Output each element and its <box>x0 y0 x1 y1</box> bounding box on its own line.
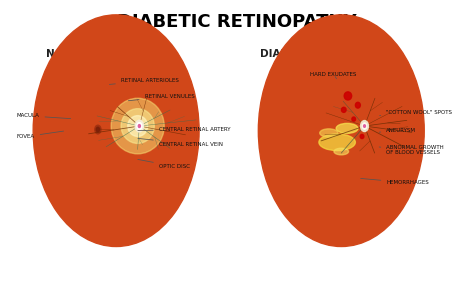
Ellipse shape <box>110 123 122 138</box>
Ellipse shape <box>316 96 366 165</box>
Ellipse shape <box>336 123 358 133</box>
Ellipse shape <box>302 77 380 185</box>
Ellipse shape <box>105 115 127 146</box>
Ellipse shape <box>294 65 388 196</box>
Ellipse shape <box>292 61 391 200</box>
Ellipse shape <box>53 42 180 219</box>
Text: HEMORRHAGES: HEMORRHAGES <box>361 178 429 185</box>
Ellipse shape <box>135 120 144 132</box>
Ellipse shape <box>55 46 177 216</box>
Ellipse shape <box>356 102 360 108</box>
Ellipse shape <box>319 129 338 137</box>
Ellipse shape <box>75 73 157 189</box>
Text: OPTIC DISC: OPTIC DISC <box>138 159 190 169</box>
Ellipse shape <box>328 111 355 150</box>
Ellipse shape <box>138 125 140 127</box>
Ellipse shape <box>44 30 188 231</box>
Ellipse shape <box>300 73 383 189</box>
Ellipse shape <box>100 108 133 154</box>
Ellipse shape <box>91 96 141 165</box>
Ellipse shape <box>69 65 163 196</box>
Ellipse shape <box>272 34 410 227</box>
Ellipse shape <box>286 53 397 208</box>
Ellipse shape <box>64 57 169 204</box>
Ellipse shape <box>319 100 364 162</box>
Ellipse shape <box>311 88 372 173</box>
Ellipse shape <box>94 100 138 162</box>
Ellipse shape <box>108 119 124 142</box>
Text: HARD EXUDATES: HARD EXUDATES <box>310 72 357 79</box>
Ellipse shape <box>83 84 149 177</box>
Ellipse shape <box>97 104 136 158</box>
Ellipse shape <box>89 92 144 169</box>
Ellipse shape <box>319 134 356 151</box>
Text: MACULA: MACULA <box>17 113 71 119</box>
Ellipse shape <box>360 134 364 139</box>
Ellipse shape <box>364 125 365 127</box>
Text: ANEURYSM: ANEURYSM <box>379 128 416 133</box>
Ellipse shape <box>39 23 193 239</box>
Ellipse shape <box>61 53 172 208</box>
Text: CENTRAL RETINAL VEIN: CENTRAL RETINAL VEIN <box>138 138 223 146</box>
Ellipse shape <box>77 77 155 185</box>
Ellipse shape <box>128 116 148 137</box>
Ellipse shape <box>344 92 352 100</box>
Ellipse shape <box>336 123 347 138</box>
Ellipse shape <box>330 115 352 146</box>
Ellipse shape <box>325 108 358 154</box>
Ellipse shape <box>341 107 346 112</box>
Ellipse shape <box>47 34 185 227</box>
Ellipse shape <box>137 123 142 129</box>
Ellipse shape <box>80 80 152 181</box>
Ellipse shape <box>305 80 377 181</box>
Text: CENTRAL RETINAL ARTERY: CENTRAL RETINAL ARTERY <box>138 127 230 132</box>
Ellipse shape <box>111 98 164 154</box>
Ellipse shape <box>58 50 174 212</box>
Ellipse shape <box>264 23 419 239</box>
Ellipse shape <box>50 38 182 223</box>
Ellipse shape <box>289 57 394 204</box>
Ellipse shape <box>113 127 119 135</box>
Ellipse shape <box>361 121 368 132</box>
Text: DIABETIC RETINOPATHY: DIABETIC RETINOPATHY <box>117 13 357 31</box>
Ellipse shape <box>352 117 356 121</box>
Ellipse shape <box>333 119 349 142</box>
Ellipse shape <box>283 50 399 212</box>
Text: DIABETIC RETINOPATHY: DIABETIC RETINOPATHY <box>260 49 399 59</box>
Ellipse shape <box>297 69 385 192</box>
Ellipse shape <box>41 26 191 235</box>
Ellipse shape <box>96 127 100 132</box>
Ellipse shape <box>102 111 130 150</box>
Ellipse shape <box>36 19 196 243</box>
Text: "COTTON WOOL" SPOTS: "COTTON WOOL" SPOTS <box>380 110 452 116</box>
Ellipse shape <box>86 88 146 173</box>
Text: RETINAL VENULES: RETINAL VENULES <box>128 94 194 101</box>
Ellipse shape <box>322 104 361 158</box>
Text: NORMAL RETINA: NORMAL RETINA <box>46 49 143 59</box>
Ellipse shape <box>281 46 402 216</box>
Text: RETINAL ARTERIOLES: RETINAL ARTERIOLES <box>109 78 179 84</box>
Ellipse shape <box>269 30 413 231</box>
Ellipse shape <box>95 125 101 134</box>
Ellipse shape <box>275 38 408 223</box>
Ellipse shape <box>338 127 344 135</box>
Ellipse shape <box>266 26 416 235</box>
Ellipse shape <box>258 15 424 247</box>
Text: FOVEA: FOVEA <box>17 131 64 139</box>
Ellipse shape <box>33 15 199 247</box>
Ellipse shape <box>66 61 166 200</box>
Ellipse shape <box>72 69 160 192</box>
Ellipse shape <box>121 109 155 143</box>
Ellipse shape <box>334 148 348 155</box>
Ellipse shape <box>308 84 374 177</box>
Ellipse shape <box>362 123 367 129</box>
Ellipse shape <box>314 92 369 169</box>
Text: ABNORMAL GROWTH
OF BLOOD VESSELS: ABNORMAL GROWTH OF BLOOD VESSELS <box>379 145 444 155</box>
Ellipse shape <box>261 19 421 243</box>
Ellipse shape <box>278 42 405 219</box>
